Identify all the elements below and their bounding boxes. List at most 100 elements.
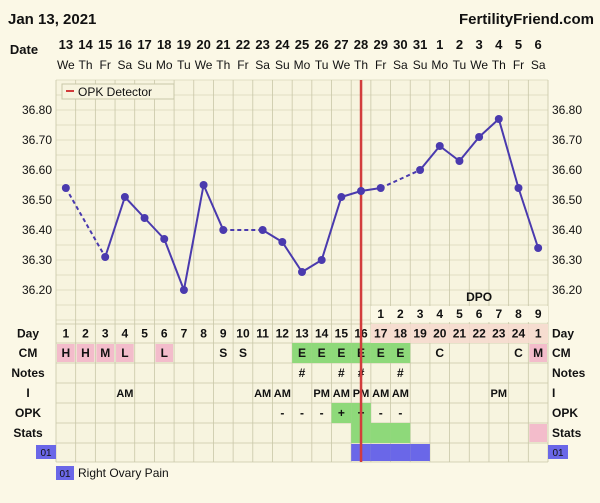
- temperature-segment: [163, 238, 185, 291]
- dpo-label: DPO: [466, 290, 492, 304]
- day-of-week: Fr: [375, 58, 386, 72]
- y-tick-label-left: 36.50: [22, 193, 52, 207]
- date-number: 22: [236, 37, 250, 52]
- dpo-row-bg: [370, 306, 548, 322]
- y-tick-label-left: 36.40: [22, 223, 52, 237]
- temperature-point: [219, 226, 228, 234]
- date-number: 4: [495, 37, 503, 52]
- opk-value: -: [379, 406, 383, 420]
- day-of-week: Su: [413, 58, 428, 72]
- day-cell-dpo: [508, 324, 529, 343]
- day-of-week: Th: [79, 58, 93, 72]
- cm-value: M: [533, 346, 543, 360]
- date-row-label: Date: [10, 42, 38, 57]
- cm-value: S: [239, 346, 247, 360]
- opk-value: +: [338, 406, 345, 420]
- cycle-day-number: 6: [161, 327, 168, 341]
- pain-code-left: 01: [40, 448, 52, 459]
- legend-label: Right Ovary Pain: [78, 466, 169, 480]
- i-value: AM: [274, 388, 291, 400]
- notes-value: #: [338, 366, 345, 380]
- i-value: AM: [372, 388, 389, 400]
- cycle-day-number: 18: [394, 327, 408, 341]
- temperature-segment: [202, 184, 225, 231]
- row-label-notes-right: Notes: [552, 366, 586, 380]
- pain-cell: [390, 444, 411, 461]
- y-tick-label-right: 36.50: [552, 193, 582, 207]
- y-tick-label-left: 36.20: [22, 283, 52, 297]
- cm-value: E: [337, 346, 345, 360]
- cm-value: C: [435, 346, 444, 360]
- day-of-week: Su: [137, 58, 152, 72]
- date-number: 1: [436, 37, 443, 52]
- cm-value: E: [377, 346, 385, 360]
- cycle-day-number: 13: [295, 327, 309, 341]
- temperature-point: [61, 184, 70, 192]
- temperature-point: [120, 193, 129, 201]
- row-label-opk: OPK: [15, 406, 41, 420]
- day-of-week: Th: [354, 58, 368, 72]
- day-cell-dpo: [469, 324, 489, 343]
- detector-label: OPK Detector: [78, 85, 152, 99]
- temperature-segment: [281, 241, 303, 273]
- y-tick-label-right: 36.80: [552, 103, 582, 117]
- day-of-week: Tu: [177, 58, 191, 72]
- i-value: AM: [333, 388, 350, 400]
- y-tick-label-left: 36.60: [22, 163, 52, 177]
- dpo-number: 4: [436, 307, 443, 321]
- date-number: 16: [118, 37, 132, 52]
- temperature-point: [101, 253, 110, 261]
- detector-box: [61, 83, 175, 100]
- i-value: PM: [491, 388, 508, 400]
- cycle-day-number: 12: [276, 327, 290, 341]
- temperature-segment: [182, 184, 205, 291]
- day-of-week: Sa: [255, 58, 270, 72]
- cycle-day-number: 2: [82, 327, 89, 341]
- row-label-opk-right: OPK: [552, 406, 578, 420]
- temperature-point: [278, 238, 287, 246]
- opk-value: -: [398, 406, 402, 420]
- cm-value: E: [396, 346, 404, 360]
- header-date: Jan 13, 2021: [8, 11, 96, 28]
- day-cell-dpo: [410, 324, 430, 343]
- y-tick-label-right: 36.30: [552, 253, 582, 267]
- day-cell-dpo: [390, 324, 411, 343]
- dpo-number: 7: [495, 307, 502, 321]
- day-cell-dpo: [370, 324, 391, 343]
- cycle-day-number: 15: [335, 327, 349, 341]
- pain-code-box-left: [36, 445, 56, 459]
- date-number: 2: [456, 37, 463, 52]
- date-number: 30: [393, 37, 407, 52]
- date-number: 27: [334, 37, 348, 52]
- cm-cell-bg: [96, 344, 115, 362]
- y-tick-label-left: 36.70: [22, 133, 52, 147]
- date-number: 3: [476, 37, 483, 52]
- y-tick-label-right: 36.60: [552, 163, 582, 177]
- cycle-day-number: 19: [413, 327, 427, 341]
- pain-cell: [370, 444, 391, 461]
- day-of-week: We: [332, 58, 350, 72]
- cm-cell-bg: [331, 343, 352, 363]
- legend-code: 01: [59, 469, 71, 480]
- cycle-day-number: 10: [236, 327, 250, 341]
- day-of-week: Th: [216, 58, 230, 72]
- y-tick-label-right: 36.40: [552, 223, 582, 237]
- cycle-day-number: 1: [535, 327, 542, 341]
- cm-cell-bg: [529, 344, 547, 362]
- stats-cell-bg: [390, 423, 411, 443]
- dpo-number: 1: [377, 307, 384, 321]
- temperature-point: [357, 187, 366, 195]
- temperature-segment: [497, 118, 520, 189]
- cycle-day-number: 24: [512, 327, 526, 341]
- day-of-week: We: [195, 58, 213, 72]
- date-number: 24: [275, 37, 290, 52]
- legend-swatch: [56, 466, 74, 480]
- cm-cell-bg: [292, 343, 312, 363]
- row-label-stats-right: Stats: [552, 426, 582, 440]
- temperature-point: [317, 256, 326, 264]
- i-value: PM: [313, 388, 330, 400]
- date-number: 25: [295, 37, 309, 52]
- cm-cell-bg: [390, 343, 411, 363]
- temperature-segment: [143, 217, 165, 240]
- temperature-point: [494, 115, 503, 123]
